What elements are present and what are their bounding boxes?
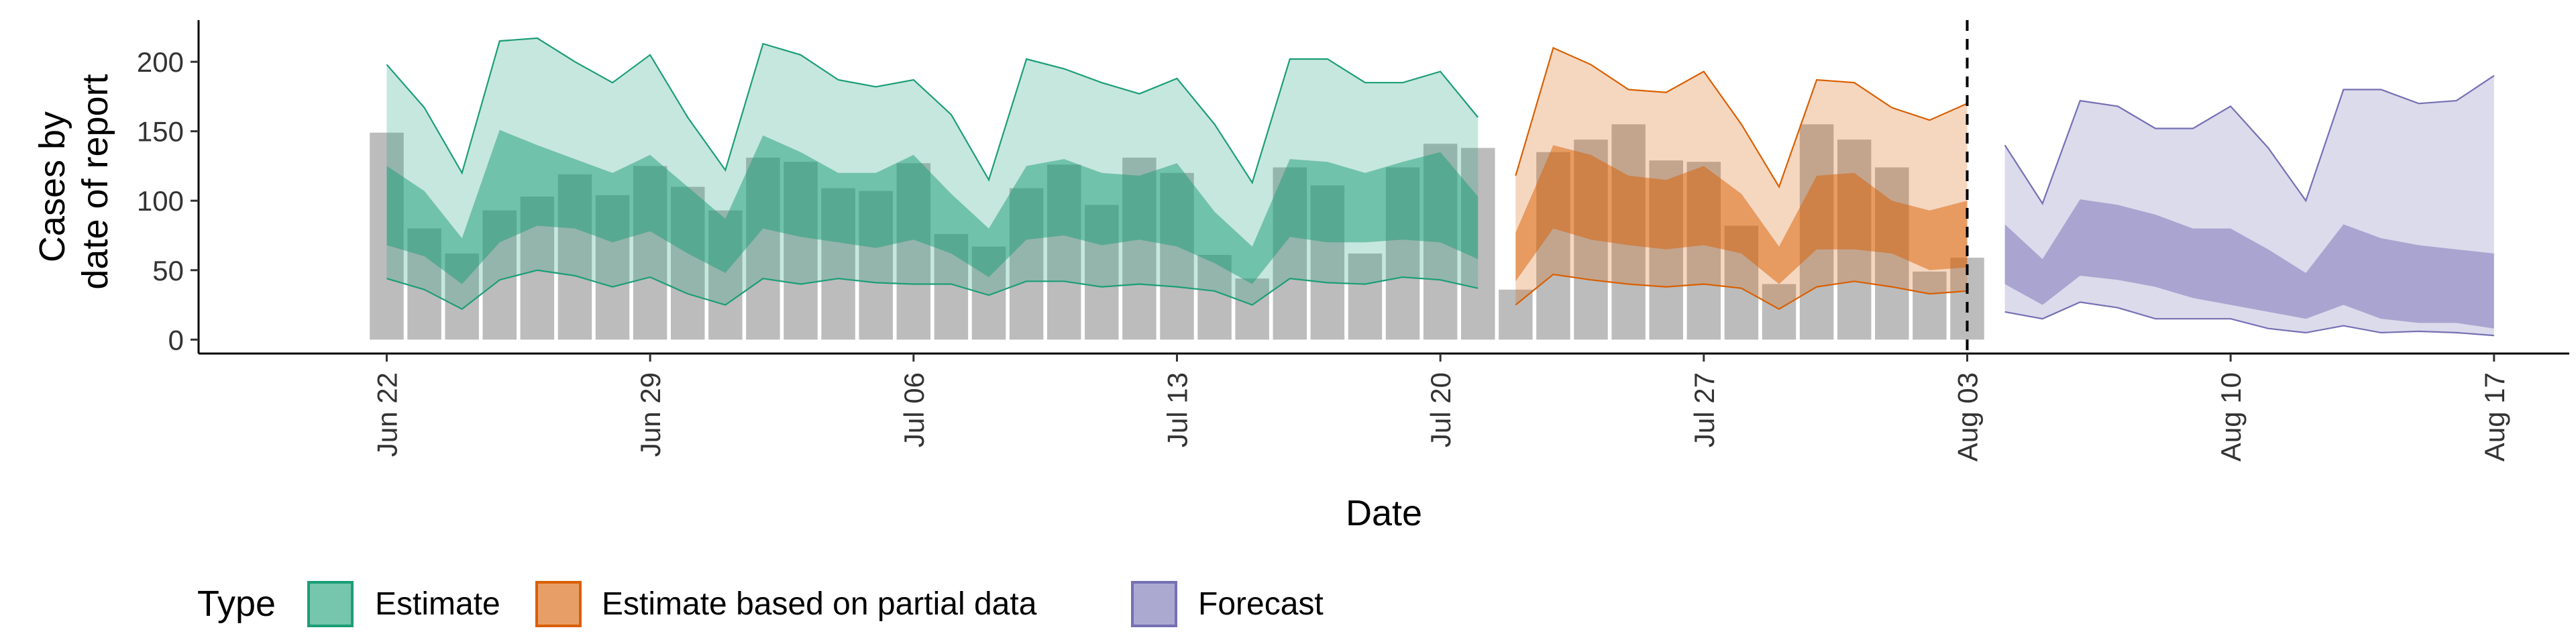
y-ticks: 0 50 100 150 200 <box>137 46 199 356</box>
bar-2020-07-15 <box>1235 278 1269 340</box>
series-2-band-50 <box>2004 199 2494 329</box>
legend-key-estimate <box>307 581 354 627</box>
x-ticks: Jun 22 Jun 29 Jul 06 Jul 13 Jul 20 Jul 27 Aug … <box>372 354 2510 462</box>
legend-key-partial <box>535 581 582 627</box>
series-0-band-50 <box>386 129 1479 284</box>
legend-label-estimate: Estimate <box>375 586 500 622</box>
series-1-lower-line <box>1515 273 1968 310</box>
series-2-lower-line <box>2004 301 2494 337</box>
y-tick-label-100: 100 <box>137 185 184 217</box>
x-tick-label-2020-07-20: Jul 20 <box>1425 372 1456 447</box>
x-tick-label-2020-08-17: Aug 17 <box>2479 372 2510 462</box>
series-2-upper-line <box>2004 74 2495 205</box>
legend: Type Estimate Estimate based on partial … <box>197 581 1324 627</box>
y-tick-label-150: 150 <box>137 116 184 148</box>
x-axis-title: Date <box>1346 493 1422 533</box>
x-tick-label-2020-08-03: Aug 03 <box>1952 372 1984 462</box>
y-axis-title: Cases by date of report <box>32 74 115 289</box>
y-tick-label-50: 50 <box>152 255 184 286</box>
legend-key-forecast <box>1131 581 1177 627</box>
bar-2020-07-18 <box>1348 253 1383 340</box>
x-tick-label-2020-07-06: Jul 06 <box>898 372 930 447</box>
x-tick-label-2020-06-22: Jun 22 <box>372 372 403 457</box>
axes-layer <box>197 20 2569 355</box>
series-0-upper-line <box>386 37 1479 184</box>
x-tick-label-2020-07-27: Jul 27 <box>1688 372 1720 447</box>
series-1-upper-line <box>1515 46 1968 189</box>
y-tick-label-200: 200 <box>137 46 184 78</box>
y-tick-label-0: 0 <box>168 324 184 356</box>
bands-layer <box>386 37 2495 337</box>
bar-2020-07-29 <box>1762 284 1796 340</box>
bar-2020-08-02 <box>1913 271 1947 340</box>
legend-title: Type <box>197 584 276 624</box>
x-tick-label-2020-07-13: Jul 13 <box>1162 372 1193 447</box>
bar-2020-07-22 <box>1499 289 1533 340</box>
series-1-band-50 <box>1515 145 1968 284</box>
legend-label-forecast: Forecast <box>1198 586 1324 622</box>
x-tick-label-2020-06-29: Jun 29 <box>635 372 666 457</box>
series-0-lower-line <box>386 269 1479 310</box>
legend-label-partial: Estimate based on partial data <box>602 586 1037 622</box>
x-tick-label-2020-08-10: Aug 10 <box>2215 372 2247 462</box>
